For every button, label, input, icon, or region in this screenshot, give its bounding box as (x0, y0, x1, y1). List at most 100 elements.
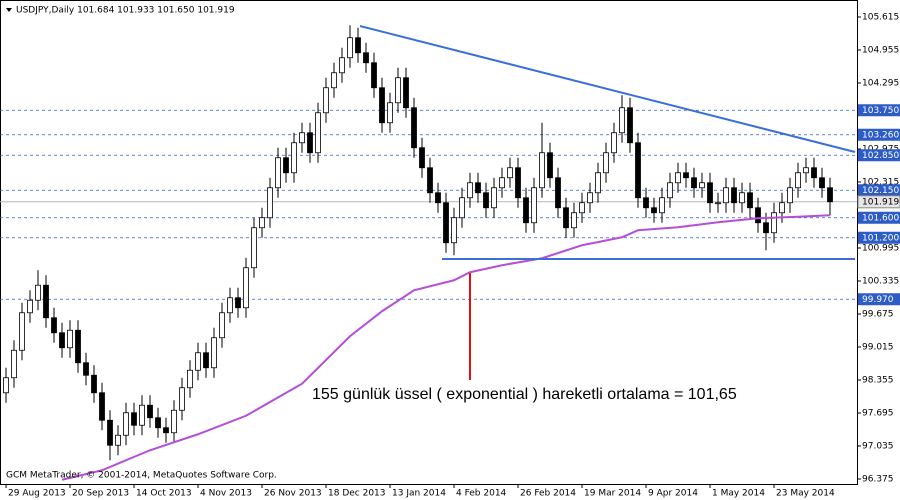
candle-body (283, 157, 289, 174)
level-tag (858, 293, 900, 306)
candle-body (483, 192, 489, 209)
candle-body (427, 167, 433, 194)
candle-body (203, 352, 209, 369)
candle-body (571, 212, 577, 229)
menu-arrow[interactable] (6, 8, 12, 12)
level-label: 102.150 (862, 186, 899, 196)
y-tick-label: 104.955 (862, 46, 899, 56)
candle-body (787, 187, 793, 204)
level-label: 101.600 (862, 213, 899, 223)
candle-body (659, 197, 665, 214)
candle-body (563, 207, 569, 229)
x-tick-label: 18 Dec 2013 (328, 489, 386, 499)
candle-body (611, 132, 617, 154)
candle-body (227, 297, 233, 314)
level-tag (858, 184, 900, 197)
candle-body (539, 152, 545, 189)
x-tick-label: 26 Feb 2014 (520, 489, 576, 499)
candle-body (187, 369, 193, 389)
chart-header: USDJPY,Daily 101.684 101.933 101.650 101… (16, 6, 235, 16)
candle-body (739, 192, 745, 204)
candle-body (379, 87, 385, 124)
candle-body (163, 427, 169, 434)
candle-body (347, 37, 353, 59)
candle-body (691, 177, 697, 189)
candle-body (35, 284, 41, 301)
candle-body (675, 172, 681, 184)
y-tick-label: 97.035 (862, 442, 894, 452)
footer: GCM MetaTrader, © 2001-2014, MetaQuotes … (6, 471, 277, 481)
y-tick-label: 96.375 (862, 475, 894, 485)
candle-body (755, 207, 761, 224)
candle-body (107, 419, 113, 446)
candle-body (587, 192, 593, 204)
current-price-tag (857, 195, 900, 209)
x-tick-label: 20 Sep 2013 (72, 489, 129, 499)
plot-frame (0, 0, 858, 485)
candle-body (603, 152, 609, 174)
candle-body (459, 197, 465, 219)
candle-body (667, 182, 673, 199)
candle-body (219, 312, 225, 339)
candle-body (619, 107, 625, 134)
x-tick-label: 4 Nov 2013 (200, 489, 252, 499)
candle-body (83, 362, 89, 376)
candle-body (451, 217, 457, 244)
y-tick-label: 100.335 (862, 277, 899, 287)
candle-body (387, 102, 393, 124)
candle-body (3, 377, 9, 394)
candle-body (291, 142, 297, 174)
candle-body (371, 62, 377, 89)
candle-body (355, 37, 361, 54)
y-tick-label: 100.995 (862, 244, 899, 254)
level-tag (858, 128, 900, 141)
level-label: 103.260 (862, 130, 899, 140)
x-tick-label: 23 May 2014 (776, 489, 835, 499)
candle-body (19, 312, 25, 351)
x-tick-label: 19 Mar 2014 (584, 489, 641, 499)
candle-body (251, 227, 257, 269)
candle-body (819, 177, 825, 189)
candle-body (235, 297, 241, 309)
y-tick-label: 98.355 (862, 376, 894, 386)
candle-body (523, 197, 529, 224)
candle-body (731, 187, 737, 204)
candle-body (123, 412, 129, 436)
level-tag (858, 211, 900, 224)
candle-body (595, 172, 601, 194)
candle-body (131, 412, 137, 426)
level-tag (858, 149, 900, 162)
candle-body (299, 132, 305, 144)
y-tick-label: 97.695 (862, 409, 894, 419)
candle-body (491, 187, 497, 209)
candle-body (307, 132, 313, 154)
y-tick-label: 102.315 (862, 178, 899, 188)
x-tick-label: 29 Aug 2013 (8, 489, 66, 499)
candle-body (635, 142, 641, 199)
candle-body (827, 187, 833, 203)
candle-body (411, 107, 417, 149)
candle-body (515, 167, 521, 199)
candle-body (547, 152, 553, 179)
x-tick-label: 13 Jan 2014 (392, 489, 446, 499)
candle-body (267, 187, 273, 219)
candle-body (27, 299, 33, 314)
candle-body (435, 192, 441, 204)
candle-body (147, 404, 153, 419)
current-price-label: 101.919 (862, 197, 899, 207)
candle-body (99, 392, 105, 421)
candle-body (579, 202, 585, 214)
candle-body (627, 107, 633, 144)
candle-body (467, 182, 473, 199)
candle-body (155, 417, 161, 429)
candle-body (75, 329, 81, 364)
candle-body (171, 409, 177, 434)
candle-body (803, 167, 809, 174)
candle-body (763, 222, 769, 234)
level-label: 102.850 (862, 151, 899, 161)
y-tick-label: 99.675 (862, 310, 894, 320)
candle-body (179, 387, 185, 411)
candle-body (723, 187, 729, 204)
candle-body (699, 182, 705, 189)
